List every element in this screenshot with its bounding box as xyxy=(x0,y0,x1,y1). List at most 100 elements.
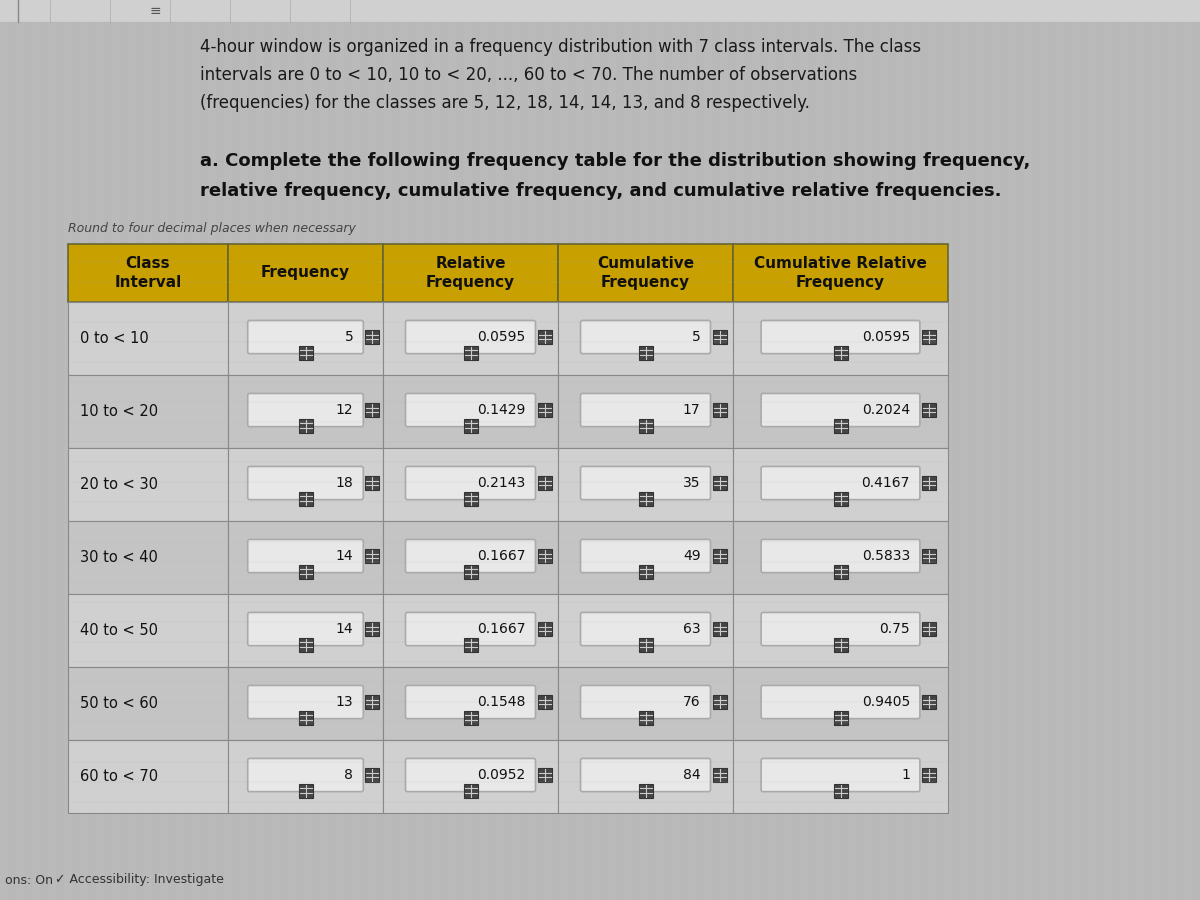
Bar xyxy=(228,448,383,521)
Bar xyxy=(400,0,408,900)
Bar xyxy=(1152,0,1160,900)
Text: 49: 49 xyxy=(683,549,701,563)
Text: 0.0595: 0.0595 xyxy=(478,330,526,344)
Bar xyxy=(68,448,228,521)
Bar xyxy=(68,244,228,302)
Text: 17: 17 xyxy=(683,403,701,417)
Bar xyxy=(299,346,312,360)
Bar xyxy=(304,0,312,900)
Bar xyxy=(713,695,726,709)
Text: 0 to < 10: 0 to < 10 xyxy=(80,331,149,346)
Text: 5: 5 xyxy=(691,330,701,344)
Bar xyxy=(976,0,984,900)
Bar xyxy=(638,784,653,797)
Bar xyxy=(638,418,653,433)
Bar xyxy=(1072,0,1080,900)
Text: 0.0952: 0.0952 xyxy=(478,768,526,782)
Bar xyxy=(713,768,726,782)
Bar xyxy=(538,403,552,417)
Text: 5: 5 xyxy=(344,330,353,344)
FancyBboxPatch shape xyxy=(581,686,710,718)
Bar xyxy=(558,375,733,448)
Text: a. Complete the following frequency table for the distribution showing frequency: a. Complete the following frequency tabl… xyxy=(200,152,1031,170)
Text: 0.1667: 0.1667 xyxy=(478,549,526,563)
FancyBboxPatch shape xyxy=(761,466,920,500)
Text: (frequencies) for the classes are 5, 12, 18, 14, 14, 13, and 8 respectively.: (frequencies) for the classes are 5, 12,… xyxy=(200,94,810,112)
Bar xyxy=(638,491,653,506)
Bar xyxy=(1104,0,1112,900)
FancyBboxPatch shape xyxy=(581,612,710,645)
Bar xyxy=(299,638,312,652)
Bar xyxy=(834,491,847,506)
Bar xyxy=(68,521,228,594)
Bar xyxy=(365,330,379,344)
FancyBboxPatch shape xyxy=(247,612,364,645)
Bar xyxy=(1040,0,1048,900)
FancyBboxPatch shape xyxy=(247,320,364,354)
FancyBboxPatch shape xyxy=(581,759,710,792)
Bar xyxy=(463,565,478,579)
FancyBboxPatch shape xyxy=(581,466,710,500)
Text: relative frequency, cumulative frequency, and cumulative relative frequencies.: relative frequency, cumulative frequency… xyxy=(200,182,1002,200)
Bar xyxy=(638,565,653,579)
Bar xyxy=(832,0,840,900)
Bar xyxy=(733,740,948,813)
Bar xyxy=(228,302,383,375)
Bar xyxy=(336,0,344,900)
Text: 40 to < 50: 40 to < 50 xyxy=(80,623,158,638)
Text: 0.2143: 0.2143 xyxy=(478,476,526,490)
Bar xyxy=(560,0,568,900)
Bar xyxy=(352,0,360,900)
Bar xyxy=(922,330,936,344)
Bar xyxy=(80,0,88,900)
Bar xyxy=(528,0,536,900)
FancyBboxPatch shape xyxy=(247,759,364,792)
Bar xyxy=(638,711,653,724)
Bar xyxy=(192,0,200,900)
Bar xyxy=(1136,0,1144,900)
Text: 0.2024: 0.2024 xyxy=(862,403,910,417)
Bar xyxy=(1184,0,1192,900)
Text: 8: 8 xyxy=(344,768,353,782)
Bar xyxy=(922,549,936,563)
Text: Cumulative
Frequency: Cumulative Frequency xyxy=(596,256,694,291)
Bar xyxy=(864,0,872,900)
FancyBboxPatch shape xyxy=(581,539,710,572)
Text: Class
Interval: Class Interval xyxy=(114,256,181,291)
Text: 84: 84 xyxy=(683,768,701,782)
Bar xyxy=(299,784,312,797)
Text: Relative
Frequency: Relative Frequency xyxy=(426,256,515,291)
Bar xyxy=(538,622,552,636)
Bar xyxy=(834,784,847,797)
Bar xyxy=(713,330,726,344)
Bar xyxy=(228,521,383,594)
Text: 0.4167: 0.4167 xyxy=(862,476,910,490)
FancyBboxPatch shape xyxy=(761,759,920,792)
Bar xyxy=(922,476,936,490)
Bar xyxy=(1024,0,1032,900)
Bar xyxy=(228,594,383,667)
FancyBboxPatch shape xyxy=(406,759,535,792)
Text: 10 to < 20: 10 to < 20 xyxy=(80,404,158,419)
Text: 14: 14 xyxy=(336,622,353,636)
Text: 0.0595: 0.0595 xyxy=(862,330,910,344)
Bar xyxy=(365,403,379,417)
Bar xyxy=(558,521,733,594)
Bar xyxy=(713,549,726,563)
Bar xyxy=(299,565,312,579)
Text: 18: 18 xyxy=(336,476,353,490)
Bar xyxy=(672,0,680,900)
Text: 50 to < 60: 50 to < 60 xyxy=(80,696,158,711)
Bar xyxy=(922,622,936,636)
Bar xyxy=(383,667,558,740)
Bar xyxy=(656,0,664,900)
Text: 0.9405: 0.9405 xyxy=(862,695,910,709)
Bar xyxy=(538,330,552,344)
Bar xyxy=(538,695,552,709)
Bar xyxy=(383,521,558,594)
Bar xyxy=(463,346,478,360)
Bar xyxy=(0,0,1200,22)
FancyBboxPatch shape xyxy=(247,686,364,718)
Bar xyxy=(160,0,168,900)
Bar xyxy=(416,0,424,900)
